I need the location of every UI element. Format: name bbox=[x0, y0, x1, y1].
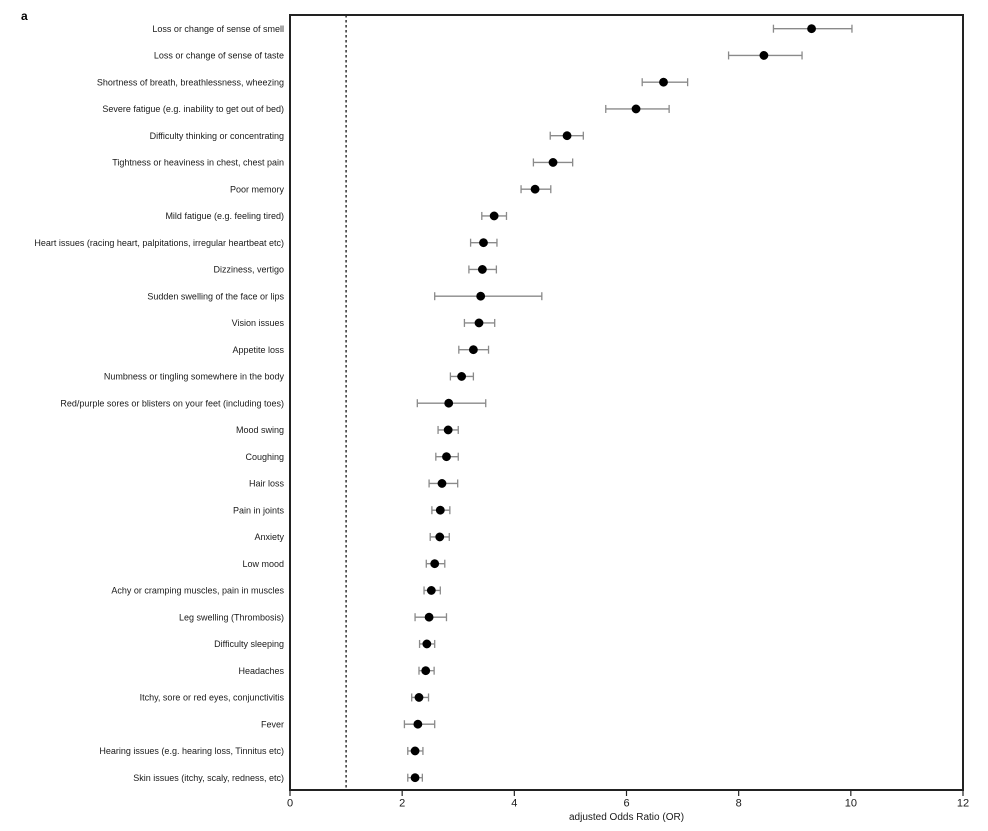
or-point bbox=[443, 425, 453, 435]
or-point bbox=[548, 158, 558, 167]
x-tick-label: 8 bbox=[736, 798, 742, 810]
or-point bbox=[489, 211, 499, 221]
row-label: Numbness or tingling somewhere in the bo… bbox=[104, 372, 285, 382]
x-tick-label: 10 bbox=[845, 798, 857, 810]
or-point bbox=[659, 77, 668, 87]
row-label: Red/purple sores or blisters on your fee… bbox=[60, 398, 284, 408]
or-point bbox=[414, 693, 424, 702]
row-label: Hearing issues (e.g. hearing loss, Tinni… bbox=[99, 746, 284, 756]
x-tick-label: 2 bbox=[399, 798, 405, 810]
panel-label: a bbox=[21, 9, 28, 23]
or-point bbox=[435, 532, 445, 542]
row-label: Headaches bbox=[238, 666, 284, 676]
x-axis-title: adjusted Odds Ratio (OR) bbox=[569, 812, 684, 823]
or-point bbox=[468, 345, 478, 355]
or-point bbox=[426, 586, 436, 595]
x-tick-label: 0 bbox=[287, 798, 293, 810]
row-label: Dizziness, vertigo bbox=[213, 265, 284, 275]
row-label: Loss or change of sense of taste bbox=[154, 51, 284, 61]
or-point bbox=[530, 184, 540, 194]
row-label: Appetite loss bbox=[232, 345, 284, 355]
or-point bbox=[424, 612, 434, 622]
row-label: Sudden swelling of the face or lips bbox=[147, 291, 284, 301]
row-label: Coughing bbox=[245, 452, 284, 462]
row-label: Severe fatigue (e.g. inability to get ou… bbox=[102, 104, 284, 114]
or-point bbox=[435, 505, 445, 515]
or-point bbox=[474, 318, 484, 328]
row-label: Mood swing bbox=[236, 425, 284, 435]
or-point bbox=[562, 131, 572, 141]
row-label: Leg swelling (Thrombosis) bbox=[179, 612, 284, 622]
or-point bbox=[807, 24, 816, 34]
or-point bbox=[410, 746, 420, 756]
row-label: Tightness or heaviness in chest, chest p… bbox=[112, 158, 284, 168]
row-label: Loss or change of sense of smell bbox=[152, 24, 284, 34]
x-tick-label: 4 bbox=[511, 798, 517, 810]
or-point bbox=[413, 719, 423, 729]
x-tick-label: 6 bbox=[623, 798, 629, 810]
or-point bbox=[631, 104, 641, 114]
or-point bbox=[437, 479, 447, 488]
or-point bbox=[479, 238, 488, 248]
or-point bbox=[421, 666, 431, 676]
row-label: Difficulty thinking or concentrating bbox=[150, 131, 284, 141]
row-label: Anxiety bbox=[254, 532, 284, 542]
plot-frame bbox=[289, 14, 964, 791]
or-point bbox=[477, 265, 487, 274]
row-label: Vision issues bbox=[232, 318, 285, 328]
row-label: Pain in joints bbox=[233, 505, 285, 515]
or-point bbox=[476, 291, 486, 301]
or-point bbox=[410, 773, 420, 783]
row-label: Itchy, sore or red eyes, conjunctivitis bbox=[140, 693, 285, 703]
or-point bbox=[422, 639, 432, 649]
row-label: Poor memory bbox=[230, 184, 285, 194]
row-label: Fever bbox=[261, 719, 284, 729]
row-label: Skin issues (itchy, scaly, redness, etc) bbox=[133, 773, 284, 783]
or-point bbox=[444, 398, 454, 408]
row-label: Mild fatigue (e.g. feeling tired) bbox=[165, 211, 284, 221]
or-point bbox=[442, 452, 451, 462]
row-label: Heart issues (racing heart, palpitations… bbox=[34, 238, 284, 248]
row-label: Shortness of breath, breathlessness, whe… bbox=[97, 77, 284, 87]
row-label: Achy or cramping muscles, pain in muscle… bbox=[111, 586, 284, 596]
row-label: Difficulty sleeping bbox=[214, 639, 284, 649]
row-label: Low mood bbox=[242, 559, 284, 569]
or-point bbox=[430, 559, 440, 569]
or-point bbox=[457, 372, 467, 381]
or-point bbox=[759, 51, 769, 60]
row-label: Hair loss bbox=[249, 479, 285, 489]
x-tick-label: 12 bbox=[957, 798, 969, 810]
